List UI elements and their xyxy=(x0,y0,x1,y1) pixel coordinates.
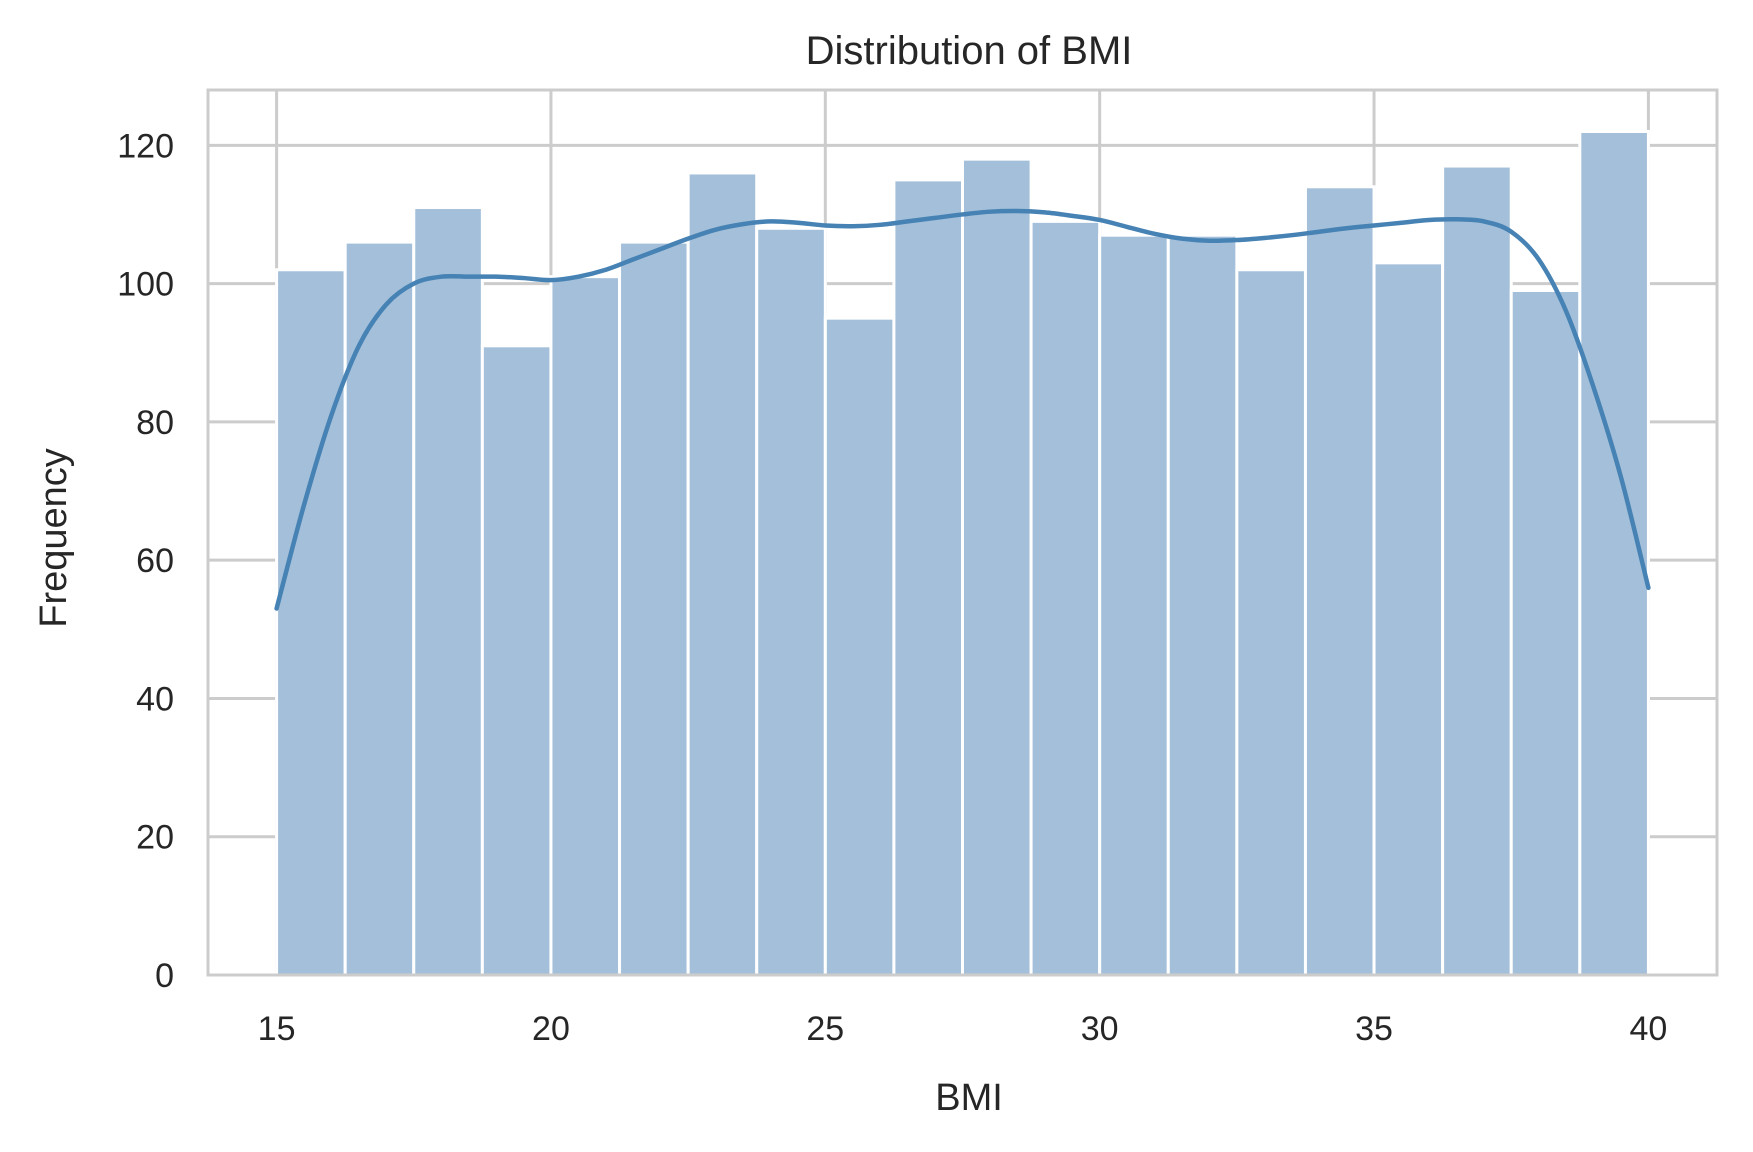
x-tick-label-40: 40 xyxy=(1629,1010,1667,1048)
histogram-bar xyxy=(618,240,690,977)
y-tick-label-0: 0 xyxy=(155,957,174,995)
histogram-bar xyxy=(549,275,622,977)
histogram-bars xyxy=(275,129,1650,977)
y-tick-label-100: 100 xyxy=(117,266,174,304)
x-tick-label-30: 30 xyxy=(1081,1010,1119,1048)
y-axis-title: Frequency xyxy=(33,448,75,628)
chart-title: Distribution of BMI xyxy=(806,29,1133,73)
histogram-bar xyxy=(1098,233,1170,977)
plot-area xyxy=(206,88,1719,977)
y-tick-label-80: 80 xyxy=(136,404,174,442)
x-tick-label-25: 25 xyxy=(806,1010,844,1048)
histogram-bar xyxy=(1372,261,1445,977)
x-tick-labels: 15 20 25 30 35 40 xyxy=(258,1010,1668,1048)
histogram-bar xyxy=(892,178,965,977)
y-tick-label-120: 120 xyxy=(117,127,174,165)
y-tick-label-40: 40 xyxy=(136,680,174,718)
kde-curve xyxy=(274,208,1651,611)
y-tick-labels: 0 20 40 60 80 100 120 xyxy=(117,127,174,995)
x-tick-label-15: 15 xyxy=(258,1010,296,1048)
plot-frame xyxy=(206,88,1719,977)
histogram-bar xyxy=(480,344,553,977)
histogram-bar xyxy=(1303,185,1376,977)
histogram-bar xyxy=(1166,233,1239,977)
histogram-bar xyxy=(1235,268,1307,977)
histogram-bar xyxy=(755,226,827,977)
histogram-bar xyxy=(686,171,759,977)
histogram-bar xyxy=(412,206,484,977)
x-axis-title: BMI xyxy=(935,1077,1003,1119)
histogram-bar xyxy=(1029,219,1102,977)
histogram-bar xyxy=(1509,289,1582,977)
y-tick-label-20: 20 xyxy=(136,819,174,857)
histogram-bar xyxy=(823,316,896,977)
histogram-bar xyxy=(1441,164,1513,977)
histogram-bar xyxy=(961,157,1033,977)
histogram-bar xyxy=(275,268,347,977)
y-tick-label-60: 60 xyxy=(136,542,174,580)
x-tick-label-20: 20 xyxy=(532,1010,570,1048)
x-tick-label-35: 35 xyxy=(1355,1010,1393,1048)
